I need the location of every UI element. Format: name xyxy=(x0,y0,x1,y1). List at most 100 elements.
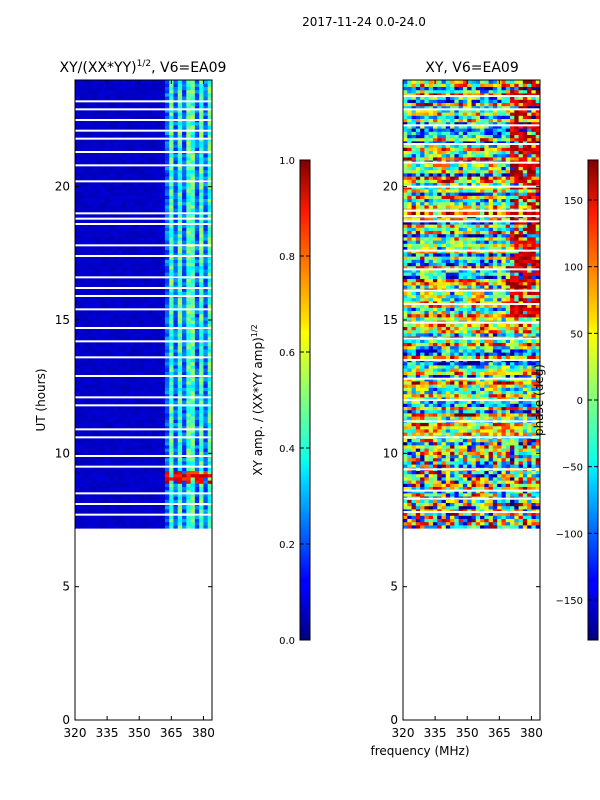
amp-cell xyxy=(126,451,132,455)
phase-cell xyxy=(471,508,477,513)
amp-cell xyxy=(75,320,80,324)
phase-cell xyxy=(510,492,515,497)
amp-cell xyxy=(147,288,153,292)
amp-cell xyxy=(152,486,157,491)
amp-cell xyxy=(147,188,153,193)
phase-cell xyxy=(437,508,443,513)
amp-cell xyxy=(203,448,209,452)
amp-cell xyxy=(156,172,162,177)
amp-cell xyxy=(194,291,200,295)
amp-cell xyxy=(182,204,187,209)
amp-cell xyxy=(143,409,149,414)
amp-cell xyxy=(134,249,140,254)
amp-cell xyxy=(194,483,200,487)
amp-cell xyxy=(109,284,115,289)
amp-cell xyxy=(156,188,162,193)
phase-cell xyxy=(458,505,464,510)
amp-cell xyxy=(164,204,170,209)
amp-cell xyxy=(79,352,85,356)
amp-cell xyxy=(190,320,196,324)
amp-cell xyxy=(152,496,157,500)
amp-cell xyxy=(104,364,110,369)
amp-cell xyxy=(83,108,89,113)
phase-cell xyxy=(450,486,455,491)
amp-cell xyxy=(164,147,170,151)
amp-cell xyxy=(130,198,136,203)
phase-cell xyxy=(505,505,511,510)
amp-cell xyxy=(203,166,209,171)
amp-cell xyxy=(160,448,166,452)
amp-cell xyxy=(152,115,157,119)
amp-cell xyxy=(190,265,196,270)
amp-cell xyxy=(177,256,183,260)
amp-cell xyxy=(164,489,170,494)
amp-cell xyxy=(164,393,170,398)
amp-cell xyxy=(92,380,98,385)
amp-cell xyxy=(130,214,136,219)
amp-cell xyxy=(87,400,93,404)
amp-cell xyxy=(75,441,80,446)
phase-cell xyxy=(488,524,494,529)
amp-cell xyxy=(177,156,183,161)
amp-cell xyxy=(109,508,115,513)
amp-cell xyxy=(96,252,102,257)
phase-cell xyxy=(488,515,494,519)
amp-gap-row xyxy=(75,295,212,297)
amp-cell xyxy=(87,384,93,388)
amp-cell xyxy=(169,419,175,423)
amp-cell xyxy=(122,265,127,270)
amp-cell xyxy=(126,256,132,260)
amp-cell xyxy=(126,240,132,244)
amp-cell xyxy=(152,140,157,145)
amp-cell xyxy=(169,329,175,334)
amp-cell xyxy=(152,393,157,398)
amp-cell xyxy=(109,83,115,87)
phase-cell xyxy=(428,521,434,526)
amp-cell xyxy=(122,521,127,526)
amp-cell xyxy=(164,102,170,107)
amp-cell xyxy=(156,486,162,491)
amp-cell xyxy=(143,320,149,324)
amp-cell xyxy=(186,236,192,241)
amp-cell xyxy=(130,515,136,519)
amp-cell xyxy=(92,278,98,283)
amp-cell xyxy=(182,172,187,177)
amp-cell xyxy=(152,176,157,180)
amp-cell xyxy=(104,358,110,363)
amp-cell xyxy=(177,89,183,94)
amp-cell xyxy=(207,230,212,235)
amp-cell xyxy=(194,147,200,151)
amp-cell xyxy=(203,185,209,190)
amp-cell xyxy=(87,291,93,295)
amp-cell xyxy=(134,409,140,414)
amp-cell xyxy=(164,476,170,481)
amp-cell xyxy=(139,121,145,126)
amp-cell xyxy=(199,198,205,203)
amp-cell xyxy=(169,112,175,116)
amp-cell xyxy=(75,80,80,84)
amp-cell xyxy=(96,214,102,219)
amp-cell xyxy=(152,524,157,529)
amp-cell xyxy=(126,281,132,286)
amp-cell xyxy=(134,227,140,231)
amp-cell xyxy=(156,278,162,283)
amp-cell xyxy=(152,521,157,526)
amp-cell xyxy=(75,492,80,497)
amp-cell xyxy=(87,521,93,526)
amp-cell xyxy=(160,86,166,91)
amp-cell xyxy=(164,166,170,171)
amp-cell xyxy=(92,108,98,113)
amp-cell xyxy=(207,268,212,273)
phase-cell xyxy=(432,502,438,507)
amp-cell xyxy=(87,313,93,318)
amp-cell xyxy=(194,185,200,190)
amp-cell xyxy=(87,278,93,283)
phase-cell xyxy=(454,518,460,523)
amp-cell xyxy=(152,409,157,414)
amp-cell xyxy=(104,329,110,334)
amp-cell xyxy=(100,400,106,404)
amp-cell xyxy=(160,233,166,238)
amp-cell xyxy=(143,236,149,241)
amp-cell xyxy=(194,86,200,91)
amp-cell xyxy=(156,208,162,212)
